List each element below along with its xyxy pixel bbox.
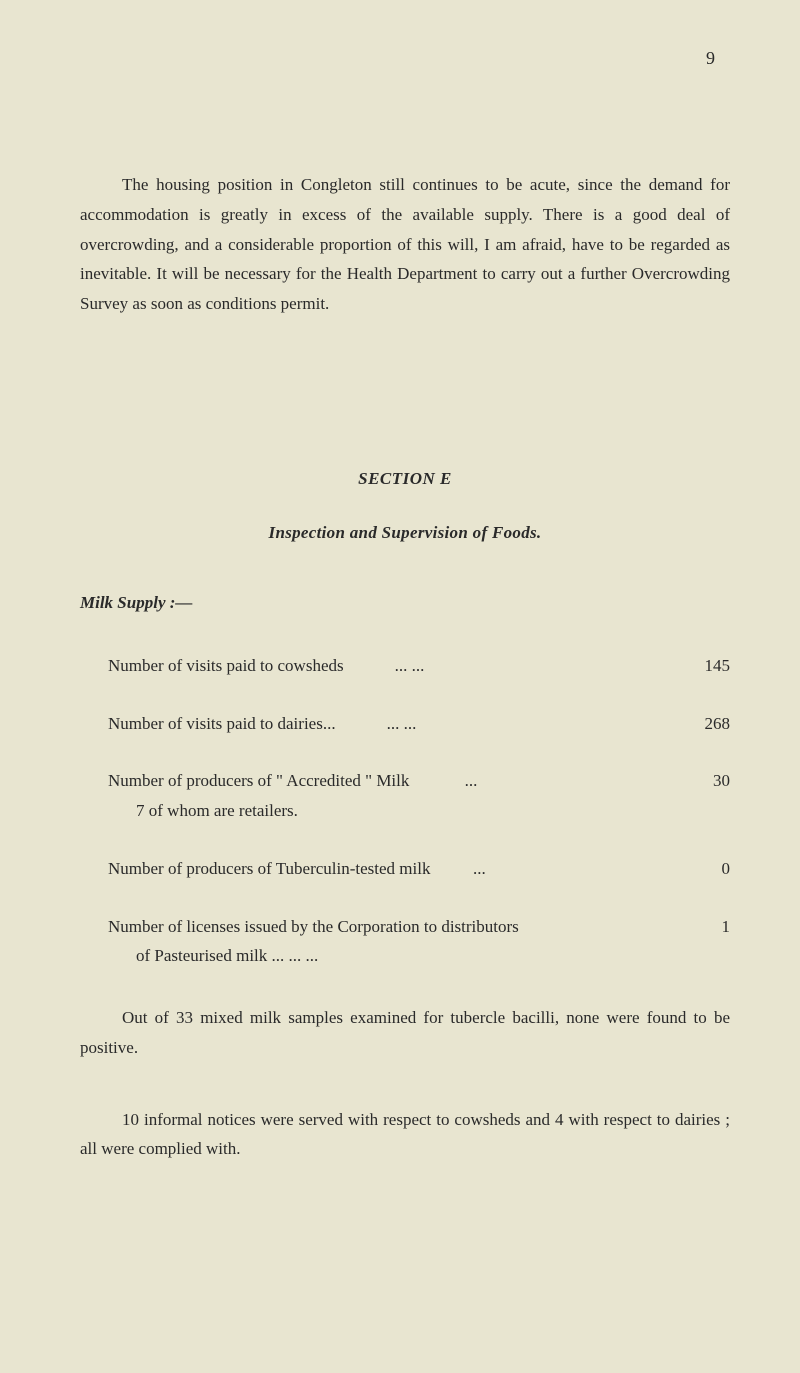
stat-label: Number of licenses issued by the Corpora… xyxy=(108,912,680,972)
section-header: SECTION E xyxy=(80,469,730,489)
stat-row: Number of visits paid to dairies... ... … xyxy=(80,709,730,739)
stats-block: Number of visits paid to cowsheds ... ..… xyxy=(80,651,730,971)
stat-label: Number of producers of Tuberculin-tested… xyxy=(108,854,680,884)
stat-value: 268 xyxy=(680,709,730,739)
stat-label: Number of producers of " Accredited " Mi… xyxy=(108,766,680,826)
samples-paragraph: Out of 33 mixed milk samples examined fo… xyxy=(80,1003,730,1063)
stat-value: 1 xyxy=(680,912,730,942)
page-number: 9 xyxy=(706,48,715,69)
intro-paragraph: The housing position in Congleton still … xyxy=(80,170,730,319)
stat-subline: 7 of whom are retailers. xyxy=(108,796,660,826)
stat-row: Number of visits paid to cowsheds ... ..… xyxy=(80,651,730,681)
section-title: Inspection and Supervision of Foods. xyxy=(80,523,730,543)
stat-value: 0 xyxy=(680,854,730,884)
stat-value: 145 xyxy=(680,651,730,681)
stat-label: Number of visits paid to cowsheds ... ..… xyxy=(108,651,680,681)
stat-row: Number of producers of Tuberculin-tested… xyxy=(80,854,730,884)
stat-row: Number of licenses issued by the Corpora… xyxy=(80,912,730,972)
stat-label: Number of visits paid to dairies... ... … xyxy=(108,709,680,739)
notices-paragraph: 10 informal notices were served with res… xyxy=(80,1105,730,1165)
stat-value: 30 xyxy=(680,766,730,796)
milk-supply-subhead: Milk Supply :— xyxy=(80,593,730,613)
stat-row: Number of producers of " Accredited " Mi… xyxy=(80,766,730,826)
stat-subline: of Pasteurised milk ... ... ... xyxy=(108,941,660,971)
